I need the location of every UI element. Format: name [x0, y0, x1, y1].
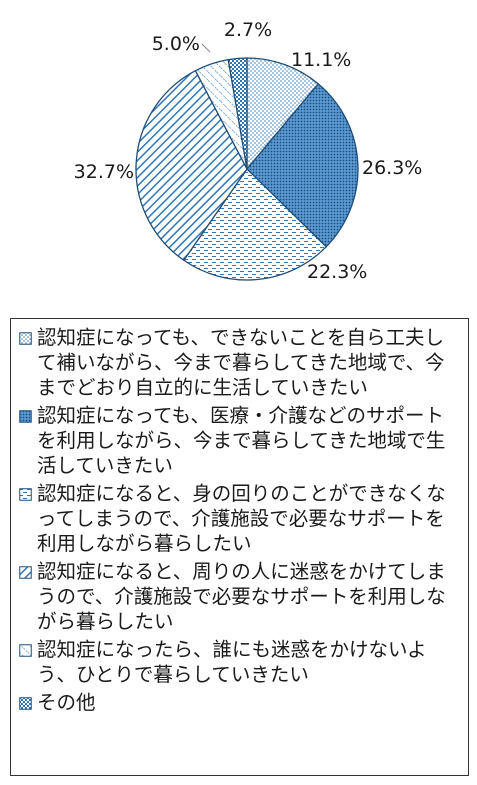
slice-value-label-2: 26.3%: [362, 157, 422, 179]
legend-label-5: 認知症になったら、誰にも迷惑をかけないよう、ひとりで暮らしていきたい: [37, 638, 427, 686]
pie-slice-4: [135, 69, 248, 262]
legend-swatch-4: [19, 566, 32, 579]
legend-label-6: その他: [37, 691, 96, 714]
pie-chart-area: 11.1% 26.3% 22.3% 32.7% 5.0% 2.7%: [0, 0, 477, 300]
pie-slice-6: [227, 57, 248, 170]
legend-swatch-1: [19, 332, 32, 345]
legend-label-4: 認知症になると、周りの人に迷惑をかけてしまうので、介護施設で必要なサポートを利用…: [37, 560, 446, 633]
slice-value-label-6: 2.7%: [224, 19, 272, 41]
legend-item-1: 認知症になっても、できないことを自ら工夫して補いながら、今まで暮らしてきた地域で…: [19, 325, 462, 400]
pie-slices: [135, 57, 359, 281]
legend-item-3: 認知症になると、身の回りのことができなくなってしまうので、介護施設で必要なサポー…: [19, 481, 462, 556]
legend-label-3: 認知症になると、身の回りのことができなくなってしまうので、介護施設で必要なサポー…: [37, 482, 446, 555]
slice-value-label-1: 11.1%: [291, 49, 351, 71]
slice-value-label-3: 22.3%: [307, 261, 367, 283]
slice-value-label-4: 32.7%: [74, 161, 134, 183]
slice-value-label-5: 5.0%: [152, 33, 200, 55]
pie-value-labels: 11.1% 26.3% 22.3% 32.7% 5.0% 2.7%: [74, 19, 423, 283]
legend-swatch-6: [19, 697, 32, 710]
leader-line-5: [201, 43, 211, 53]
legend-item-4: 認知症になると、周りの人に迷惑をかけてしまうので、介護施設で必要なサポートを利用…: [19, 559, 462, 634]
pie-slice-3: [182, 167, 328, 281]
pie-slice-2: [246, 82, 359, 248]
legend-label-2: 認知症になっても、医療・介護などのサポートを利用しながら、今まで暮らしてきた地域…: [37, 404, 446, 477]
legend-swatch-5: [19, 644, 32, 657]
pie-chart: 11.1% 26.3% 22.3% 32.7% 5.0% 2.7%: [74, 19, 423, 283]
pie-slice-1: [246, 57, 320, 171]
legend-swatch-2: [19, 410, 32, 423]
legend-swatch-3: [19, 488, 32, 501]
legend-item-5: 認知症になったら、誰にも迷惑をかけないよう、ひとりで暮らしていきたい: [19, 637, 462, 687]
legend-item-2: 認知症になっても、医療・介護などのサポートを利用しながら、今まで暮らしてきた地域…: [19, 403, 462, 478]
pie-leader-lines: [201, 43, 211, 53]
legend: 認知症になっても、できないことを自ら工夫して補いながら、今まで暮らしてきた地域で…: [10, 318, 469, 776]
legend-item-6: その他: [19, 690, 462, 715]
legend-label-1: 認知症になっても、できないことを自ら工夫して補いながら、今まで暮らしてきた地域で…: [37, 326, 445, 399]
